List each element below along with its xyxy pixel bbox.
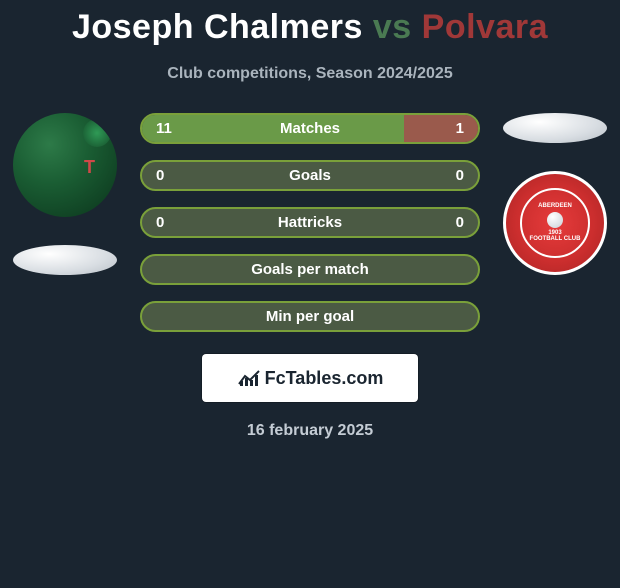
stat-bar: 0 0 Goals	[140, 160, 480, 191]
crest-top-text: ABERDEEN	[538, 203, 572, 210]
bar-fill-left	[142, 115, 404, 142]
stat-bar: Goals per match	[140, 254, 480, 285]
right-column: ABERDEEN 1903 FOOTBALL CLUB	[500, 113, 610, 275]
crest-ball-icon	[547, 212, 563, 228]
vs-label: vs	[373, 8, 412, 46]
comparison-area: ABERDEEN 1903 FOOTBALL CLUB 111Matches00…	[0, 113, 620, 440]
player1-avatar	[13, 113, 117, 217]
stat-bars: 111Matches00Goals00HattricksGoals per ma…	[140, 113, 480, 332]
player1-club-ellipse	[13, 245, 117, 275]
bar-label: Matches	[280, 120, 340, 137]
branding-text: FcTables.com	[265, 368, 384, 389]
player2-name: Polvara	[422, 8, 548, 46]
crest-bottom-text: FOOTBALL CLUB	[530, 236, 581, 243]
bar-label: Goals	[289, 167, 331, 184]
crest-inner: ABERDEEN 1903 FOOTBALL CLUB	[520, 188, 590, 258]
bar-value-right: 0	[456, 214, 464, 231]
bar-label: Goals per match	[251, 261, 369, 278]
bar-label: Hattricks	[278, 214, 342, 231]
player2-club-crest: ABERDEEN 1903 FOOTBALL CLUB	[503, 171, 607, 275]
page-title: Joseph Chalmers vs Polvara	[0, 8, 620, 47]
player2-avatar-ellipse	[503, 113, 607, 143]
stat-bar: Min per goal	[140, 301, 480, 332]
player1-name: Joseph Chalmers	[72, 8, 363, 46]
branding-box: FcTables.com	[202, 354, 418, 402]
chart-icon	[237, 368, 261, 388]
bar-value-right: 0	[456, 167, 464, 184]
bar-value-left: 0	[156, 214, 164, 231]
bar-fill-right	[404, 115, 478, 142]
date-line: 16 february 2025	[10, 422, 610, 440]
subtitle: Club competitions, Season 2024/2025	[0, 65, 620, 83]
bar-value-right: 1	[456, 120, 464, 137]
stat-bar: 0 0 Hattricks	[140, 207, 480, 238]
stat-bar: 111Matches	[140, 113, 480, 144]
bar-value-left: 0	[156, 167, 164, 184]
bar-label: Min per goal	[266, 308, 354, 325]
left-column	[10, 113, 120, 275]
bar-value-left: 11	[156, 120, 172, 137]
crest-year: 1903	[548, 230, 561, 237]
